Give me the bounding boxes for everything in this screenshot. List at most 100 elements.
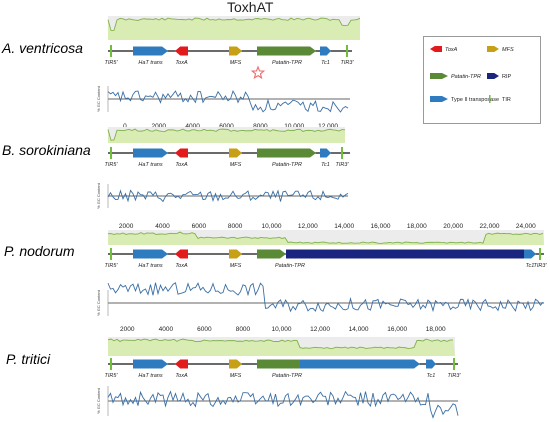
species-label-p-tritici: P. tritici bbox=[6, 351, 51, 367]
patatin-gene-p-nodorum bbox=[257, 249, 286, 259]
tir5-p-tritici bbox=[110, 358, 112, 370]
mfs-label-b-sorokiniana: MFS bbox=[230, 162, 242, 168]
ruler-b-sorokiniana-tick-label: 2000 bbox=[152, 123, 167, 130]
tir3-label-b-sorokiniana: TIR3' bbox=[336, 162, 350, 168]
tc1-gene-p-tritici bbox=[426, 359, 436, 369]
ruler-p-tritici-tick-label: 6000 bbox=[197, 326, 212, 333]
hat-transposase-p-tritici bbox=[133, 359, 168, 369]
toxa-gene-a-ventricosa bbox=[175, 46, 188, 56]
rip-region-p-nodorum bbox=[286, 249, 536, 259]
hat-transposase-b-sorokiniana bbox=[133, 148, 168, 158]
tir5-label-a-ventricosa: TIR5' bbox=[105, 60, 119, 66]
tc1-label-p-tritici: Tc1 bbox=[427, 373, 436, 379]
hat-transposase-a-ventricosa bbox=[133, 46, 168, 56]
toxa-label-a-ventricosa: ToxA bbox=[175, 60, 188, 66]
mfs-label-a-ventricosa: MFS bbox=[230, 60, 242, 66]
mfs-label-p-tritici: MFS bbox=[230, 373, 242, 379]
ruler-b-sorokiniana-tick-label: 8000 bbox=[253, 123, 268, 130]
transposase-label-b-sorokiniana: HaT trans bbox=[138, 162, 162, 168]
mfs-gene-p-tritici bbox=[229, 359, 242, 369]
legend-patatin-label: Patatin-TPR bbox=[451, 74, 481, 80]
ruler-p-nodorum-tick-label: 24,000 bbox=[516, 223, 536, 230]
tc1-label-b-sorokiniana: Tc1 bbox=[321, 162, 330, 168]
transposase-label-p-tritici: HaT trans bbox=[138, 373, 162, 379]
tc1-gene-p-nodorum bbox=[524, 249, 536, 259]
ruler-p-tritici-tick-label: 16,000 bbox=[387, 326, 407, 333]
mfs-gene-b-sorokiniana bbox=[229, 148, 242, 158]
ruler-b-sorokiniana-tick-label: 12,000 bbox=[318, 123, 338, 130]
coverage-p-tritici-line bbox=[107, 338, 454, 349]
patatin-label-a-ventricosa: Patatin-TPR bbox=[272, 60, 302, 66]
patatin-label-b-sorokiniana: Patatin-TPR bbox=[272, 162, 302, 168]
species-label-b-sorokiniana: B. sorokiniana bbox=[2, 142, 91, 158]
coverage-b-sorokiniana-fill bbox=[108, 129, 345, 143]
patatin-label-p-tritici: Patatin-TPR bbox=[272, 373, 302, 379]
ruler-p-nodorum-tick-label: 22,000 bbox=[480, 223, 500, 230]
mfs-label-p-nodorum: MFS bbox=[230, 263, 242, 269]
transposase-extension-p-tritici bbox=[300, 359, 420, 369]
toxa-gene-b-sorokiniana bbox=[175, 148, 188, 158]
gc-b-sorokiniana-ylabel: % GC Content bbox=[96, 182, 101, 209]
ruler-b-sorokiniana-tick-label: 10,000 bbox=[284, 123, 304, 130]
tir5-label-b-sorokiniana: TIR5' bbox=[105, 162, 119, 168]
tir3-label-p-tritici: TIR3' bbox=[448, 373, 462, 379]
legend-transposase-swatch bbox=[430, 96, 448, 102]
tir3-label-p-nodorum: TIR3' bbox=[534, 263, 548, 269]
legend-tir-label: TIR bbox=[502, 97, 511, 103]
ruler-b-sorokiniana-tick-label: 4000 bbox=[185, 123, 200, 130]
toxa-label-p-nodorum: ToxA bbox=[175, 263, 188, 269]
gc-p-nodorum-ylabel: % GC Content bbox=[96, 289, 101, 316]
tc1-label-p-nodorum: Tc1 bbox=[526, 263, 535, 269]
coverage-p-nodorum-fill bbox=[108, 232, 544, 245]
species-label-a-ventricosa: A. ventricosa bbox=[2, 40, 83, 56]
gc-b-sorokiniana-trace bbox=[107, 189, 349, 203]
transposase-label-p-nodorum: HaT trans bbox=[138, 263, 162, 269]
tir3-p-nodorum bbox=[539, 248, 541, 260]
ruler-p-tritici-tick-label: 4000 bbox=[159, 326, 174, 333]
ruler-p-tritici-tick-label: 10,000 bbox=[272, 326, 292, 333]
legend-toxa-swatch bbox=[430, 46, 442, 52]
ruler-p-tritici-tick-label: 18,000 bbox=[426, 326, 446, 333]
toxa-gene-p-nodorum bbox=[175, 249, 188, 259]
legend-mfs-label: MFS bbox=[502, 47, 514, 53]
ruler-p-nodorum-tick-label: 16,000 bbox=[371, 223, 391, 230]
legend-tir-swatch bbox=[489, 95, 491, 103]
tir3-b-sorokiniana bbox=[341, 147, 343, 159]
ruler-p-nodorum-tick-label: 4000 bbox=[155, 223, 170, 230]
patatin-gene-b-sorokiniana bbox=[257, 148, 316, 158]
tir5-p-nodorum bbox=[110, 248, 112, 260]
gc-a-ventricosa-ylabel: % GC Content bbox=[96, 85, 101, 112]
legend-rip-label: RIP bbox=[502, 74, 512, 80]
ruler-p-nodorum-tick-label: 8000 bbox=[228, 223, 243, 230]
gc-p-tritici-trace bbox=[107, 390, 459, 419]
toxa-label-b-sorokiniana: ToxA bbox=[175, 162, 188, 168]
ruler-p-nodorum-tick-label: 14,000 bbox=[334, 223, 354, 230]
ruler-p-nodorum-tick-label: 2000 bbox=[119, 223, 134, 230]
legend-mfs-swatch bbox=[487, 46, 499, 52]
mfs-gene-p-nodorum bbox=[229, 249, 242, 259]
ruler-p-nodorum-tick-label: 6000 bbox=[192, 223, 207, 230]
ruler-b-sorokiniana-tick-label: 0 bbox=[123, 123, 127, 130]
legend-rip-swatch bbox=[487, 73, 499, 79]
tir5-label-p-tritici: TIR5' bbox=[105, 373, 119, 379]
tc1-gene-a-ventricosa bbox=[320, 46, 331, 56]
tc1-gene-b-sorokiniana bbox=[320, 148, 331, 158]
tir5-label-p-nodorum: TIR5' bbox=[105, 263, 119, 269]
transposase-label-a-ventricosa: HaT trans bbox=[138, 60, 162, 66]
ruler-p-tritici-tick-label: 14,000 bbox=[349, 326, 369, 333]
hat-transposase-p-nodorum bbox=[133, 249, 168, 259]
tir3-p-tritici bbox=[453, 358, 455, 370]
legend-box bbox=[423, 36, 541, 124]
ruler-p-tritici-tick-label: 12,000 bbox=[310, 326, 330, 333]
patatin-gene-p-tritici bbox=[257, 359, 300, 369]
gc-p-tritici-ylabel: % GC Content bbox=[96, 387, 101, 414]
figure-title: ToxhAT bbox=[227, 0, 274, 15]
coverage-a-ventricosa-line bbox=[107, 17, 361, 31]
gc-a-ventricosa-trace bbox=[107, 90, 349, 113]
star-marker-icon bbox=[250, 65, 266, 80]
tir3-label-a-ventricosa: TIR3' bbox=[341, 60, 355, 66]
tir3-a-ventricosa bbox=[346, 45, 348, 57]
legend-patatin-swatch bbox=[430, 73, 448, 79]
ruler-b-sorokiniana-tick-label: 6000 bbox=[219, 123, 234, 130]
